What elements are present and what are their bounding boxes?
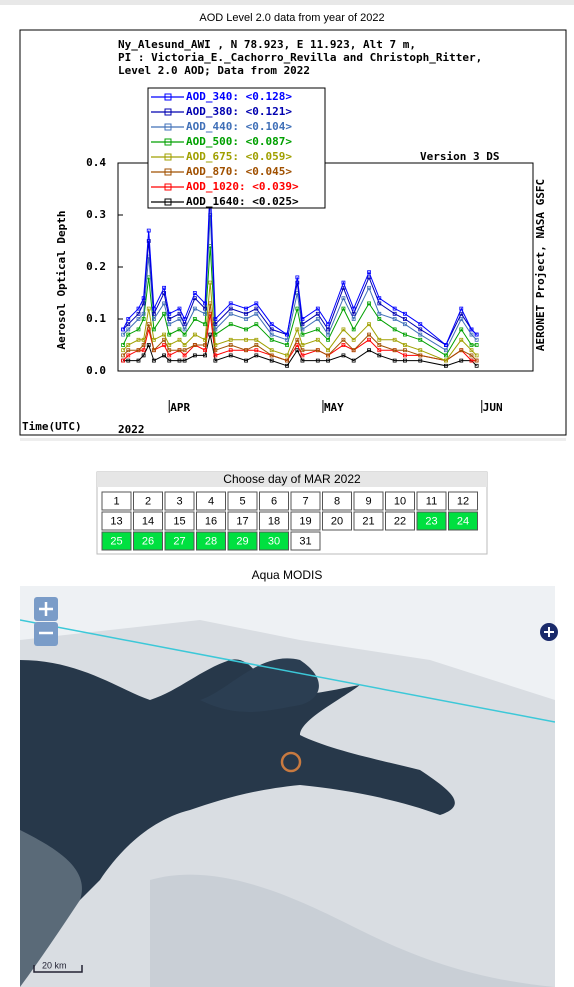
legend-label: AOD_675: <0.059> [186, 150, 292, 163]
version-label: Version 3 DS [420, 150, 499, 163]
legend-label: AOD_1640: <0.025> [186, 195, 299, 208]
day-label: 13 [110, 515, 122, 527]
y-tick-label: 0.1 [86, 312, 106, 325]
day-label: 9 [365, 495, 371, 507]
legend-label: AOD_340: <0.128> [186, 90, 292, 103]
scale-label: 20 km [42, 960, 67, 970]
map: 20 km [20, 586, 558, 987]
y-tick-label: 0.4 [86, 156, 106, 169]
day-label: 16 [205, 515, 217, 527]
site-info: Ny_Alesund_AWI , N 78.923, E 11.923, Alt… [118, 38, 416, 51]
day-label: 1 [113, 495, 119, 507]
layer-switch[interactable] [540, 623, 558, 641]
legend-label: AOD_500: <0.087> [186, 135, 292, 148]
day-label: 12 [457, 495, 469, 507]
x-tick-label: APR [170, 401, 190, 414]
day-label: 8 [334, 495, 340, 507]
day-label: 25 [110, 535, 122, 547]
day-label: 3 [176, 495, 182, 507]
legend: AOD_340: <0.128> AOD_380: <0.121> AOD_440:… [148, 88, 325, 208]
x-tick-label: MAY [324, 401, 344, 414]
y-tick-label: 0.2 [86, 260, 106, 273]
map-title: Aqua MODIS [252, 568, 323, 582]
x-tick-label: JUN [483, 401, 503, 414]
chart-title: AOD Level 2.0 data from year of 2022 [199, 12, 384, 24]
screen: AOD Level 2.0 data from year of 2022 Ny_… [0, 0, 574, 987]
day-label: 14 [142, 515, 154, 527]
day-label: 15 [173, 515, 185, 527]
y-tick-label: 0.0 [86, 364, 106, 377]
day-label: 19 [299, 515, 311, 527]
day-label: 20 [331, 515, 343, 527]
day-label: 7 [302, 495, 308, 507]
legend-label: AOD_380: <0.121> [186, 105, 292, 118]
legend-label: AOD_1020: <0.039> [186, 180, 299, 193]
site-info: Level 2.0 AOD; Data from 2022 [118, 64, 310, 77]
page: AOD Level 2.0 data from year of 2022 Ny_… [0, 0, 574, 987]
day-label: 24 [457, 515, 469, 527]
year-label: 2022 [118, 423, 145, 436]
day-label: 10 [394, 495, 406, 507]
credit-label: AERONET Project, NASA GSFC [534, 179, 547, 351]
day-label: 29 [236, 535, 248, 547]
day-label: 22 [394, 515, 406, 527]
legend-label: AOD_870: <0.045> [186, 165, 292, 178]
day-label: 5 [239, 495, 245, 507]
y-tick-label: 0.3 [86, 208, 106, 221]
top-strip [0, 0, 574, 5]
zoom-out[interactable] [34, 622, 58, 646]
calendar: Choose day of MAR 2022 12345678910111213… [97, 472, 487, 554]
day-label: 18 [268, 515, 280, 527]
day-label: 26 [142, 535, 154, 547]
legend-label: AOD_440: <0.104> [186, 120, 292, 133]
x-axis-label: Time(UTC) [22, 420, 82, 433]
day-label: 21 [362, 515, 374, 527]
day-label: 27 [173, 535, 185, 547]
y-axis-label: Aerosol Optical Depth [55, 210, 68, 349]
day-label: 28 [205, 535, 217, 547]
chart-bottom-strip [20, 438, 566, 441]
day-label: 31 [299, 535, 311, 547]
calendar-title: Choose day of MAR 2022 [223, 472, 361, 486]
day-label: 6 [271, 495, 277, 507]
day-label: 11 [426, 495, 437, 507]
day-label: 30 [268, 535, 280, 547]
day-label: 4 [208, 495, 214, 507]
day-label: 17 [236, 515, 248, 527]
zoom-in[interactable] [34, 597, 58, 621]
site-info: PI : Victoria_E._Cachorro_Revilla and Ch… [118, 51, 482, 64]
day-label: 23 [425, 515, 437, 527]
day-label: 2 [145, 495, 151, 507]
